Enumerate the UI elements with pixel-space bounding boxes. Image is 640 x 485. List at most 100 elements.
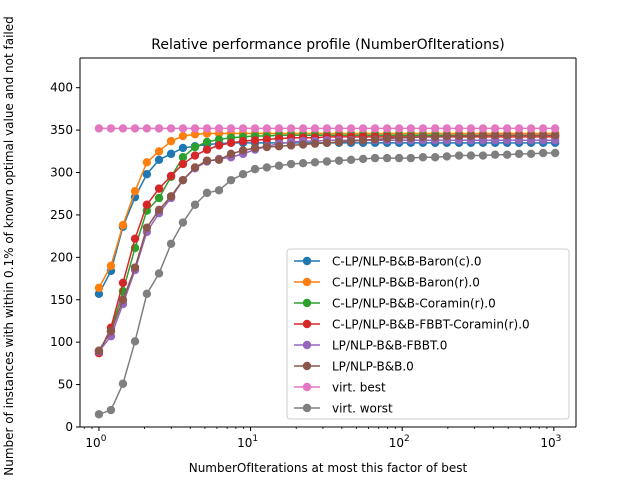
data-point	[298, 124, 308, 133]
data-point	[466, 131, 476, 141]
data-point	[538, 130, 548, 140]
data-point	[130, 234, 140, 243]
data-point	[478, 130, 488, 140]
data-point	[154, 205, 164, 215]
data-point	[406, 153, 416, 163]
data-point	[238, 124, 248, 133]
data-point	[394, 153, 404, 163]
x-tick-label: 100	[85, 434, 106, 450]
legend-marker	[302, 256, 312, 266]
legend-box	[286, 248, 570, 420]
data-point	[238, 170, 248, 179]
data-point	[142, 170, 152, 179]
series-7	[94, 148, 560, 419]
data-point	[502, 150, 512, 159]
data-point	[118, 295, 128, 304]
data-point	[514, 149, 524, 159]
data-point	[154, 184, 164, 193]
data-point	[238, 146, 248, 155]
y-tick-label: 400	[50, 81, 73, 95]
data-point	[550, 148, 560, 158]
legend-label: LP/NLP-B&B-FBBT.0	[332, 339, 447, 353]
data-point	[226, 138, 236, 148]
data-point	[154, 124, 164, 133]
data-point	[274, 142, 284, 151]
data-point	[490, 150, 500, 159]
legend-marker	[302, 382, 312, 392]
data-point	[358, 124, 368, 133]
data-point	[130, 186, 140, 196]
data-point	[370, 153, 380, 163]
data-point	[214, 141, 224, 150]
data-point	[274, 161, 284, 170]
data-point	[226, 124, 236, 133]
data-point	[178, 131, 188, 141]
data-point	[442, 124, 452, 133]
data-point	[94, 283, 104, 293]
legend-item: virt. worst	[294, 402, 393, 416]
data-point	[466, 151, 476, 160]
data-point	[154, 147, 164, 156]
data-point	[142, 289, 152, 299]
legend-marker	[302, 277, 312, 287]
data-point	[214, 155, 224, 164]
data-point	[286, 124, 296, 133]
plot-area: 0 50 100 150 200 250 300 350 400 100 101 102 103	[50, 57, 577, 450]
data-point	[190, 142, 200, 152]
data-point	[322, 138, 332, 148]
legend-item: LP/NLP-B&B.0	[294, 360, 414, 374]
legend-item: C-LP/NLP-B&B-FBBT-Coramin(r).0	[294, 318, 530, 332]
data-point	[478, 124, 488, 133]
data-point	[106, 326, 116, 336]
data-point	[358, 154, 368, 164]
data-point	[190, 130, 200, 139]
y-tick-label: 100	[50, 335, 73, 349]
data-point	[250, 124, 260, 133]
legend-marker	[302, 319, 312, 329]
data-point	[502, 124, 512, 133]
data-point	[334, 124, 344, 133]
data-point	[406, 124, 416, 133]
y-tick-label: 0	[65, 420, 73, 434]
data-point	[178, 175, 188, 185]
data-point	[118, 124, 128, 133]
legend-label: virt. best	[332, 381, 386, 395]
data-point	[334, 137, 344, 147]
data-point	[178, 159, 188, 169]
data-point	[106, 405, 116, 415]
data-point	[346, 136, 356, 146]
data-point	[226, 149, 236, 159]
data-point	[286, 141, 296, 150]
data-point	[430, 132, 440, 142]
data-point	[190, 200, 200, 209]
data-point	[214, 186, 224, 195]
legend-item: virt. best	[294, 381, 386, 395]
data-point	[490, 130, 500, 140]
data-point	[94, 289, 104, 299]
data-point	[166, 239, 176, 248]
data-point	[226, 175, 236, 185]
legend-label: LP/NLP-B&B.0	[332, 360, 414, 374]
y-tick-label: 150	[50, 293, 73, 307]
series-6	[94, 124, 560, 133]
data-point	[166, 171, 176, 181]
data-point	[466, 124, 476, 133]
data-point	[178, 153, 188, 162]
legend-marker	[302, 340, 312, 350]
data-point	[538, 124, 548, 133]
data-point	[262, 142, 272, 152]
data-point	[286, 159, 296, 169]
data-point	[94, 346, 104, 355]
data-point	[370, 135, 380, 144]
chart-title: Relative performance profile (NumberOfIt…	[151, 37, 504, 53]
data-point	[370, 124, 380, 133]
data-point	[190, 151, 200, 160]
data-point	[322, 157, 332, 166]
data-point	[166, 192, 176, 201]
data-point	[526, 149, 536, 159]
data-point	[202, 124, 212, 133]
data-point	[502, 130, 512, 140]
data-point	[298, 140, 308, 149]
data-point	[214, 135, 224, 144]
data-point	[202, 188, 212, 198]
